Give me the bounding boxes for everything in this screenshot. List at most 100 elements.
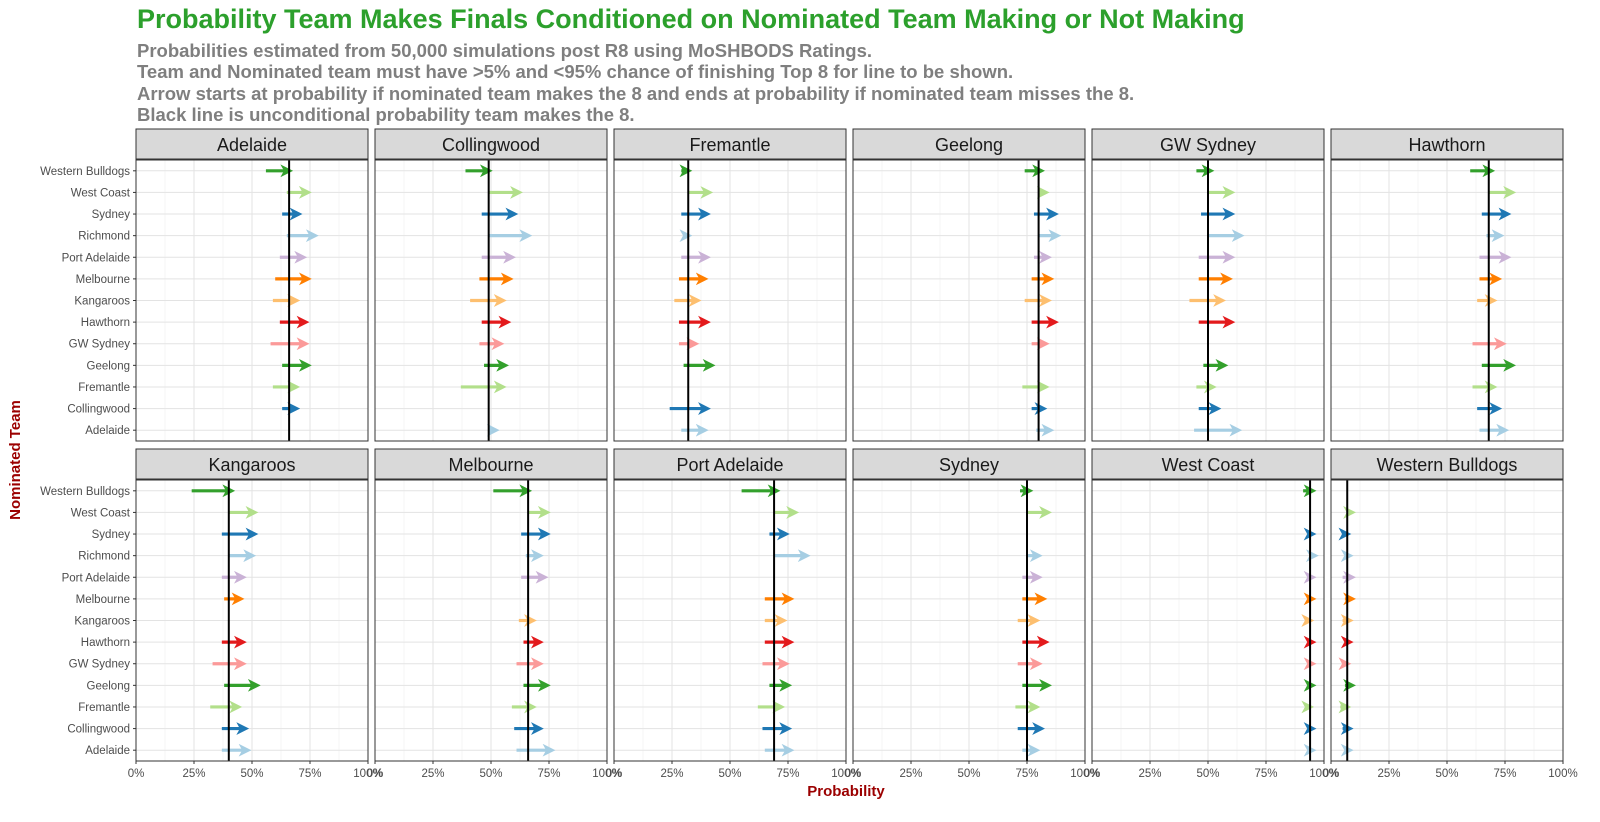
facet-strip-melbourne	[374, 448, 608, 480]
facet-west-coast: West Coast 0% 25% 50% 75% 100%	[1084, 448, 1339, 780]
x-tick-label: 0%	[1323, 768, 1340, 780]
facet-western-bulldogs: Western Bulldogs 0% 25% 50% 75% 100%	[1323, 448, 1578, 780]
facet-fremantle: Fremantle	[613, 128, 847, 442]
y-tick-label: Fremantle	[78, 382, 130, 394]
x-tick-label: 100%	[831, 768, 860, 780]
panel-border-hawthorn	[1330, 159, 1564, 442]
y-tick-label: Port Adelaide	[62, 252, 130, 264]
facet-label-collingwood: Collingwood	[442, 135, 540, 155]
x-tick-label: 25%	[182, 768, 205, 780]
facet-gw-sydney: GW Sydney	[1091, 128, 1325, 442]
x-tick-label: 75%	[537, 768, 560, 780]
y-tick-label: Geelong	[87, 360, 130, 372]
y-tick-label: Sydney	[92, 529, 131, 541]
x-tick-label: 25%	[1138, 768, 1161, 780]
y-tick-label: Port Adelaide	[62, 572, 130, 584]
x-tick-label: 50%	[479, 768, 502, 780]
facet-strip-western-bulldogs	[1330, 448, 1564, 480]
x-tick-label: 50%	[1435, 768, 1458, 780]
chart-title: Probability Team Makes Finals Conditione…	[137, 4, 1245, 34]
y-tick-label: Western Bulldogs	[40, 166, 130, 178]
facet-label-adelaide: Adelaide	[217, 135, 287, 155]
facet-label-melbourne: Melbourne	[448, 455, 533, 475]
subtitle-line-3: Arrow starts at probability if nominated…	[137, 82, 1135, 104]
x-tick-label: 25%	[660, 768, 683, 780]
facet-label-sydney: Sydney	[939, 455, 999, 475]
facet-label-fremantle: Fremantle	[689, 135, 770, 155]
y-tick-label: GW Sydney	[69, 339, 131, 351]
x-tick-label: 25%	[421, 768, 444, 780]
panel-border-geelong	[852, 159, 1086, 442]
x-tick-label: 50%	[957, 768, 980, 780]
y-axis-title: Nominated Team	[7, 400, 24, 520]
y-tick-label: Sydney	[92, 209, 131, 221]
x-tick-label: 75%	[1254, 768, 1277, 780]
y-tick-label: Melbourne	[76, 274, 130, 286]
facet-strip-sydney	[852, 448, 1086, 480]
panel-border-fremantle	[613, 159, 847, 442]
y-tick-label: Kangaroos	[74, 296, 130, 308]
facet-strip-geelong	[852, 128, 1086, 160]
facet-strip-adelaide	[135, 128, 369, 160]
facet-strip-gw-sydney	[1091, 128, 1325, 160]
x-tick-label: 25%	[899, 768, 922, 780]
y-tick-label: Collingwood	[67, 404, 130, 416]
facet-strip-collingwood	[374, 128, 608, 160]
y-tick-label: Hawthorn	[81, 637, 130, 649]
x-tick-label: 25%	[1377, 768, 1400, 780]
facet-label-port-adelaide: Port Adelaide	[676, 455, 783, 475]
subtitle-line-1: Probabilities estimated from 50,000 simu…	[137, 40, 873, 61]
y-tick-label: GW Sydney	[69, 659, 131, 671]
x-tick-label: 0%	[845, 768, 862, 780]
y-tick-label: Collingwood	[67, 724, 130, 736]
y-tick-label: West Coast	[71, 507, 131, 519]
x-tick-label: 100%	[592, 768, 621, 780]
y-tick-label: Richmond	[78, 231, 130, 243]
x-tick-label: 50%	[718, 768, 741, 780]
facet-label-gw-sydney: GW Sydney	[1160, 135, 1256, 155]
y-tick-label: Richmond	[78, 551, 130, 563]
facet-strip-west-coast	[1091, 448, 1325, 480]
x-tick-label: 0%	[128, 768, 145, 780]
facet-strip-fremantle	[613, 128, 847, 160]
subtitle-line-2: Team and Nominated team must have >5% an…	[137, 61, 1014, 83]
y-tick-label: Melbourne	[76, 594, 130, 606]
y-tick-label: Hawthorn	[81, 317, 130, 329]
x-tick-label: 75%	[298, 768, 321, 780]
x-tick-label: 100%	[1548, 768, 1577, 780]
x-tick-label: 75%	[776, 768, 799, 780]
x-tick-label: 50%	[1196, 768, 1219, 780]
panel-border-gw-sydney	[1091, 159, 1325, 442]
y-tick-label: Western Bulldogs	[40, 486, 130, 498]
facet-strip-kangaroos	[135, 448, 369, 480]
y-tick-label: Kangaroos	[74, 616, 130, 628]
y-tick-label: Adelaide	[85, 425, 130, 437]
subtitle-line-4: Black line is unconditional probability …	[137, 103, 635, 125]
facet-adelaide: Adelaide Western Bulldogs West Coast Sydney…	[40, 128, 369, 442]
y-tick-label: Adelaide	[85, 745, 130, 757]
x-tick-label: 0%	[606, 768, 623, 780]
facet-label-kangaroos: Kangaroos	[208, 455, 295, 475]
facet-sydney: Sydney 0% 25% 50% 75% 100%	[845, 448, 1100, 780]
y-tick-label: West Coast	[71, 187, 131, 199]
panel-border-collingwood	[374, 159, 608, 442]
facet-label-west-coast: West Coast	[1162, 455, 1255, 475]
facet-melbourne: Melbourne 0% 25% 50% 75% 100%	[367, 448, 622, 780]
facet-label-hawthorn: Hawthorn	[1408, 135, 1485, 155]
facet-kangaroos: Kangaroos Western Bulldogs West Coast Sydne…	[40, 448, 383, 780]
chart-subtitle: Probabilities estimated from 50,000 simu…	[137, 40, 1134, 125]
facet-strip-hawthorn	[1330, 128, 1564, 160]
x-tick-label: 100%	[353, 768, 382, 780]
facet-strip-port-adelaide	[613, 448, 847, 480]
x-tick-label: 0%	[367, 768, 384, 780]
facet-label-geelong: Geelong	[935, 135, 1003, 155]
facet-geelong: Geelong	[852, 128, 1086, 442]
x-tick-label: 100%	[1309, 768, 1338, 780]
x-tick-label: 75%	[1493, 768, 1516, 780]
facet-port-adelaide: Port Adelaide 0% 25% 50% 75% 100%	[606, 448, 861, 780]
x-tick-label: 0%	[1084, 768, 1101, 780]
x-tick-label: 50%	[240, 768, 263, 780]
x-tick-label: 75%	[1015, 768, 1038, 780]
y-tick-label: Geelong	[87, 680, 130, 692]
